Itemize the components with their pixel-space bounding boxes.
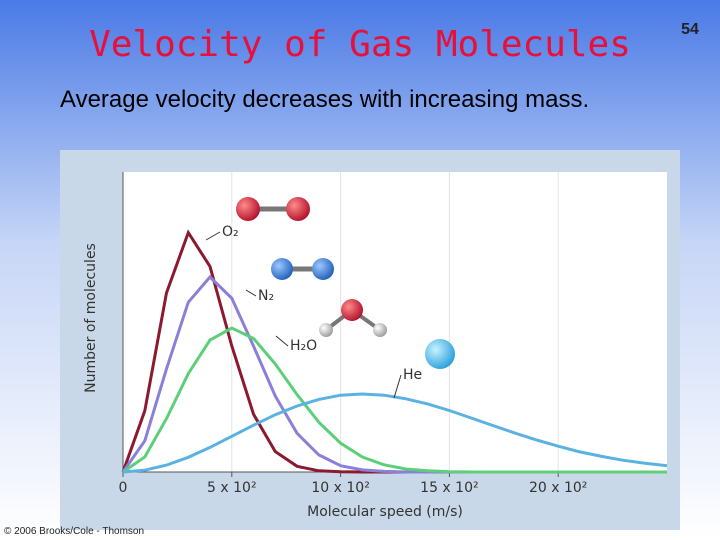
- series-label: O₂: [222, 224, 239, 240]
- label-leader: [245, 289, 257, 297]
- x-axis-label: Molecular speed (m/s): [307, 504, 463, 520]
- series-label: N₂: [258, 288, 274, 304]
- series-line: [122, 392, 668, 474]
- y-axis-label: Number of molecules: [83, 243, 99, 393]
- x-tick-label: 10 x 10²: [311, 480, 369, 496]
- subtitle-box: Average velocity decreases with increasi…: [60, 86, 590, 113]
- credit: © 2006 Brooks/Cole - Thomson: [4, 526, 144, 537]
- x-tick-label: 0: [119, 480, 128, 496]
- plot-area: [123, 172, 667, 472]
- x-tick-label: 5 x 10²: [207, 480, 257, 496]
- subtitle: Average velocity decreases with increasi…: [60, 86, 590, 113]
- label-leader: [205, 231, 221, 241]
- series-label: He: [403, 367, 422, 383]
- series-label: H₂O: [290, 338, 317, 354]
- page-number: 54: [681, 21, 699, 38]
- molecule-icons: [236, 197, 455, 369]
- series-line: [122, 326, 667, 474]
- label-leader: [275, 335, 289, 347]
- slide-title: Velocity of Gas Molecules: [89, 24, 631, 65]
- x-tick-label: 15 x 10²: [420, 480, 478, 496]
- x-tick-label: 20 x 10²: [529, 480, 587, 496]
- label-leader: [393, 374, 402, 399]
